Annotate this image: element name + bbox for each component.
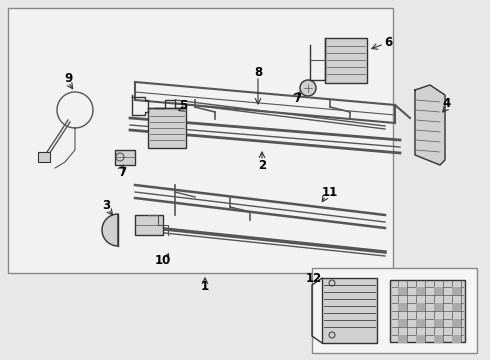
- Bar: [434, 319, 443, 327]
- Bar: [398, 319, 407, 327]
- Bar: [398, 287, 407, 295]
- Bar: [8, 8, 393, 273]
- Bar: [416, 319, 425, 327]
- Bar: [452, 303, 461, 311]
- Text: 11: 11: [322, 185, 338, 198]
- Text: 10: 10: [155, 253, 171, 266]
- Text: 2: 2: [258, 158, 266, 171]
- Text: 5: 5: [179, 99, 187, 112]
- Bar: [135, 215, 163, 235]
- Polygon shape: [415, 85, 445, 165]
- Bar: [416, 287, 425, 295]
- Circle shape: [300, 80, 316, 96]
- Bar: [325, 38, 367, 83]
- Bar: [115, 150, 135, 165]
- Bar: [434, 335, 443, 343]
- Text: 3: 3: [102, 198, 110, 212]
- Bar: [38, 152, 50, 162]
- Bar: [452, 287, 461, 295]
- Bar: [398, 335, 407, 343]
- Bar: [434, 287, 443, 295]
- Text: 7: 7: [118, 166, 126, 179]
- Text: 9: 9: [64, 72, 72, 85]
- Text: 4: 4: [443, 96, 451, 109]
- Bar: [452, 319, 461, 327]
- Bar: [390, 280, 465, 342]
- Bar: [416, 303, 425, 311]
- Bar: [322, 278, 377, 343]
- Text: 12: 12: [306, 271, 322, 284]
- Wedge shape: [102, 214, 118, 246]
- Bar: [416, 335, 425, 343]
- Text: 7: 7: [293, 91, 301, 104]
- Bar: [452, 335, 461, 343]
- Bar: [434, 303, 443, 311]
- Text: 6: 6: [384, 36, 392, 49]
- Text: 1: 1: [201, 280, 209, 293]
- Bar: [148, 108, 186, 148]
- Text: 8: 8: [254, 66, 262, 78]
- Bar: [312, 268, 477, 353]
- Bar: [398, 303, 407, 311]
